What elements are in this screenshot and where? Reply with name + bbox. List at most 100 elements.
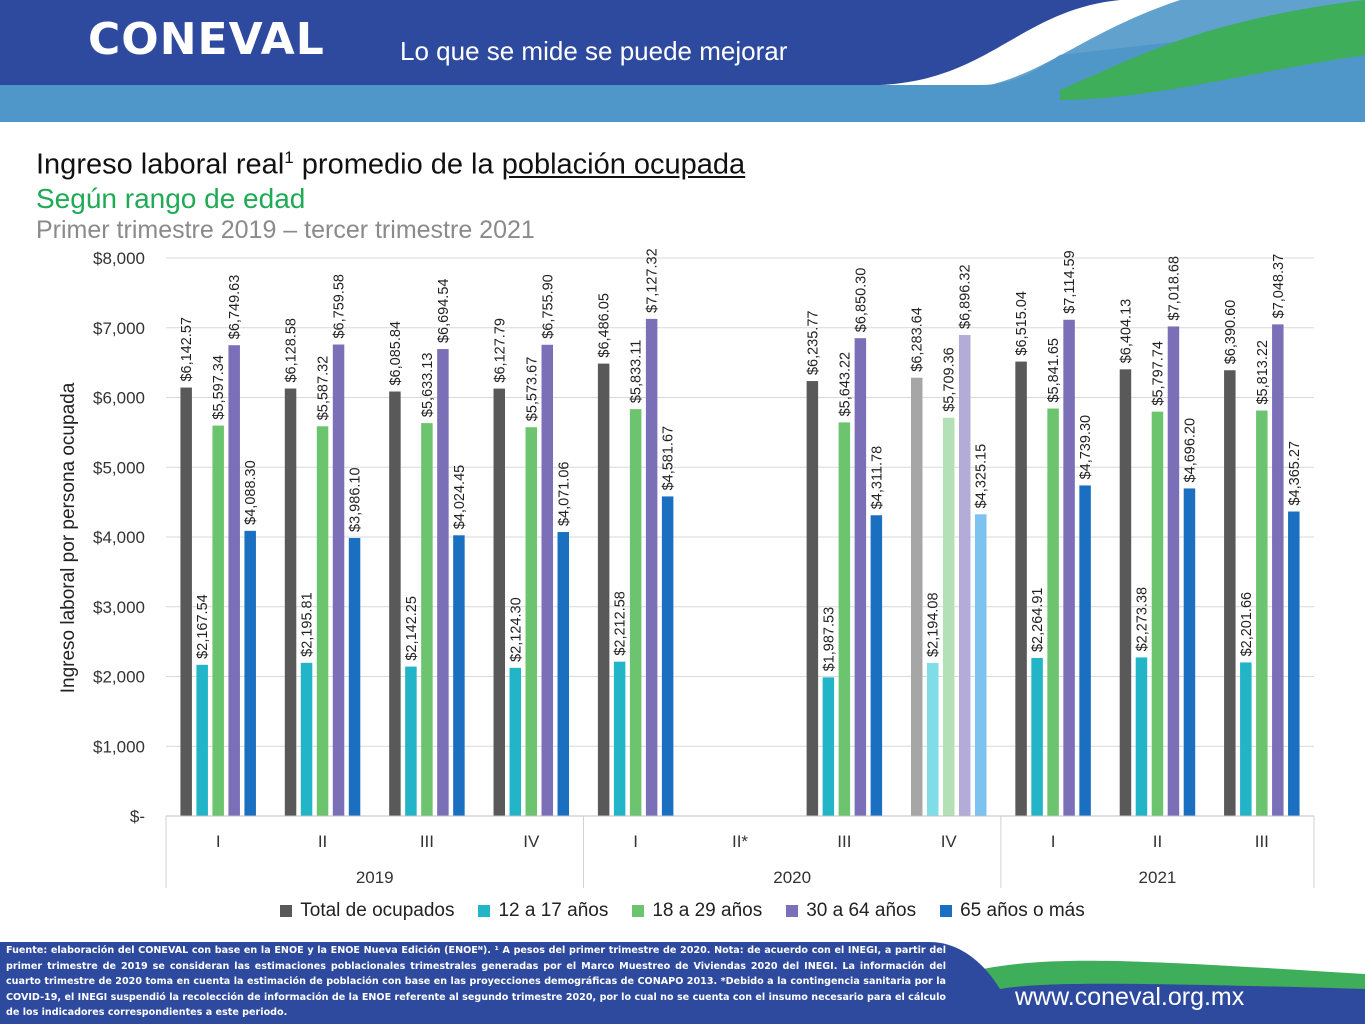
x-tick-label: II — [1153, 832, 1162, 851]
bar — [1015, 361, 1027, 816]
header-green-swoosh — [1060, 0, 1365, 100]
bar — [613, 661, 626, 816]
bar — [493, 388, 506, 816]
bar — [958, 334, 971, 816]
data-labels: $6,142.57 $2,167.54 $5,597.34$6,749.63 $4,0… — [179, 248, 1303, 671]
data-label: $6,515.04 — [1014, 291, 1030, 356]
bar — [453, 535, 465, 816]
y-tick-label: $1,000 — [93, 737, 145, 756]
bar — [316, 426, 329, 816]
bar — [661, 496, 674, 816]
bar — [942, 417, 955, 816]
bar — [1167, 326, 1180, 816]
data-label: $4,071.06 — [556, 462, 572, 527]
data-label: $4,365.27 — [1287, 441, 1303, 506]
x-tick-label: IV — [941, 832, 958, 851]
data-label: $6,486.05 — [597, 293, 613, 358]
data-label: $2,124.30 — [508, 597, 524, 662]
bar — [180, 387, 192, 816]
bar — [525, 427, 538, 816]
bar — [509, 667, 522, 816]
year-label: 2019 — [356, 868, 394, 887]
y-tick-label: $- — [130, 807, 145, 826]
y-tick-label: $6,000 — [93, 389, 145, 408]
title-prefix: Ingreso laboral real — [36, 148, 285, 181]
bar-chart: $6,142.57 $2,167.54 $5,597.34$6,749.63 $4,0… — [58, 248, 1315, 888]
data-label: $5,587.32 — [316, 356, 332, 421]
year-label: 2020 — [773, 868, 811, 887]
legend-label: 65 años o más — [960, 900, 1085, 921]
x-tick-label: III — [1255, 832, 1269, 851]
data-label: $4,024.45 — [452, 465, 468, 530]
data-label: $3,986.10 — [348, 467, 364, 532]
chart-title: Ingreso laboral real1 promedio de la pob… — [36, 140, 745, 183]
chart-subtitle: Según rango de edad — [36, 182, 306, 214]
bar — [196, 664, 208, 816]
data-label: $6,749.63 — [227, 275, 243, 340]
data-label: $6,850.30 — [853, 268, 869, 333]
data-label: $5,813.22 — [1255, 340, 1271, 405]
data-label: $4,088.30 — [243, 460, 259, 525]
data-label: $4,696.20 — [1182, 418, 1198, 483]
data-label: $6,390.60 — [1223, 300, 1239, 365]
bar — [1047, 408, 1059, 816]
bar — [389, 391, 401, 816]
legend-label: 18 a 29 años — [652, 900, 763, 921]
data-label: $6,128.58 — [284, 318, 300, 383]
data-label: $6,694.54 — [436, 279, 452, 344]
bar — [1031, 658, 1043, 816]
data-label: $7,114.59 — [1062, 250, 1078, 313]
data-label: $2,212.58 — [613, 591, 629, 656]
legend-label: 12 a 17 años — [498, 900, 609, 921]
header-tagline: Lo que se mide se puede mejorar — [400, 36, 788, 66]
x-tick-label: IV — [523, 832, 540, 851]
data-label: $4,311.78 — [869, 446, 885, 509]
y-tick-label: $4,000 — [93, 528, 145, 547]
data-label: $1,987.53 — [821, 607, 837, 672]
chart-period: Primer trimestre 2019 – tercer trimestre… — [36, 215, 535, 244]
footer-website-link[interactable]: www.coneval.org.mx — [1015, 983, 1245, 1011]
chart-title-block: Ingreso laboral real1 promedio de la pob… — [36, 140, 745, 245]
chart-legend: Total de ocupados 12 a 17 años 18 a 29 año… — [0, 900, 1365, 922]
header-dark-band — [0, 0, 1365, 85]
bar — [1288, 511, 1300, 816]
bar — [926, 662, 939, 816]
bar — [300, 662, 313, 816]
bar — [854, 338, 867, 816]
y-tick-label: $3,000 — [93, 598, 145, 617]
bar — [974, 514, 987, 816]
data-label: $5,573.67 — [524, 357, 540, 422]
y-tick-label: $8,000 — [93, 249, 145, 268]
bar — [421, 423, 433, 816]
title-footnote-mark: 1 — [284, 148, 294, 167]
bar — [1119, 369, 1132, 816]
bar — [405, 666, 417, 816]
bar — [597, 363, 610, 816]
bar — [838, 422, 851, 816]
data-label: $2,201.66 — [1239, 592, 1255, 657]
data-label: $6,235.77 — [805, 311, 821, 376]
bars — [180, 318, 1300, 816]
data-label: $6,404.13 — [1118, 299, 1134, 364]
axes: $- $1,000 $2,000 $3,000 $4,000 $5,000 $6,000 $7… — [58, 249, 1315, 888]
footer-source-note: Fuente: elaboración del CONEVAL con base… — [6, 945, 946, 1018]
bar — [1240, 662, 1252, 816]
y-tick-label: $7,000 — [93, 319, 145, 338]
bar — [284, 388, 297, 816]
title-middle: promedio de la — [293, 148, 502, 181]
data-label: $7,048.37 — [1271, 254, 1287, 319]
coneval-logo[interactable]: CONEVAL — [88, 14, 325, 65]
bar — [806, 381, 819, 816]
data-label: $4,325.15 — [974, 444, 990, 509]
bar — [822, 677, 835, 816]
legend-swatch — [940, 905, 953, 917]
data-label: $4,581.67 — [661, 426, 677, 491]
data-label: $5,797.74 — [1150, 341, 1166, 406]
legend-swatch — [478, 905, 491, 917]
legend-swatch — [280, 905, 293, 917]
bar — [1079, 485, 1091, 816]
legend-item: 18 a 29 años — [632, 900, 762, 922]
data-label: $6,759.58 — [332, 274, 348, 339]
title-underlined: población ocupada — [501, 148, 746, 181]
data-label: $2,167.54 — [195, 594, 211, 659]
